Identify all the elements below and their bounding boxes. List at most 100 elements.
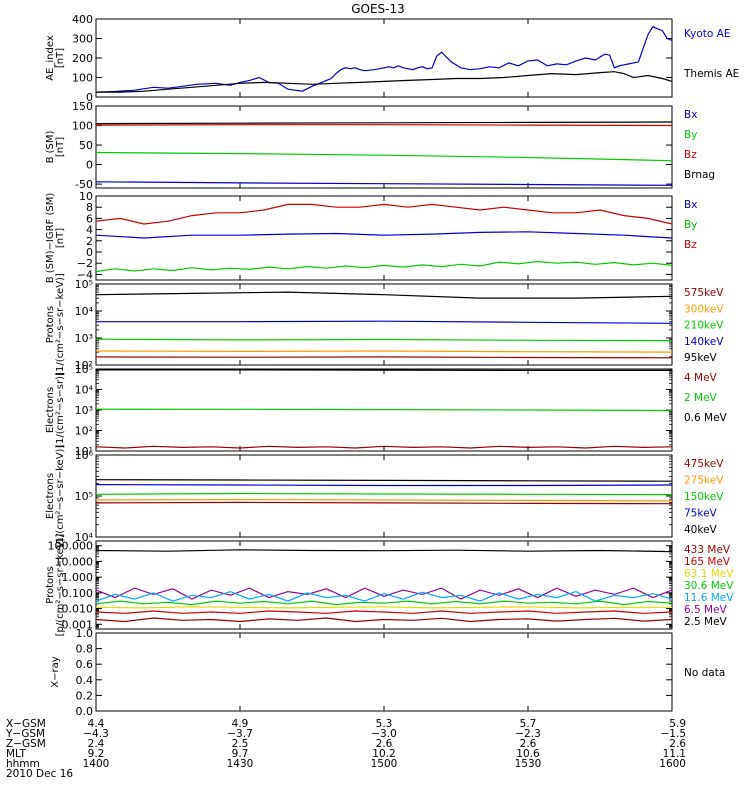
legend-entry: 11.6 MeV [684, 592, 734, 604]
series-line-275kev [95, 498, 673, 502]
series-line-210kev [95, 338, 673, 342]
legend-entry: By [684, 219, 697, 231]
y-axis-label: [1/(cm²−s−sr−keV)] [55, 445, 66, 548]
y-tick-label: 10³ [75, 404, 93, 417]
x-row-value: 1530 [515, 758, 542, 770]
x-row-value: 5.7 [520, 718, 537, 730]
series-line-bz [95, 124, 673, 127]
x-row-value: −1.5 [661, 728, 687, 740]
y-axis-label: Electrons [45, 387, 56, 433]
series-line-4-mev [95, 445, 673, 449]
panel-4: 10² 10³ 10⁴ 10⁵ Protons [1/(cm²−s−sr−keV)] 575… [45, 273, 724, 376]
y-tick-label: 0.0 [76, 705, 94, 718]
x-axis-table: X−GSM 4.4 4.9 5.3 5.7 5.9 Y−GSM −4.3 −3.7 −3.0 −2.… [5, 718, 686, 780]
y-tick-label: 0.4 [76, 674, 94, 687]
y-tick-label: 10² [75, 359, 93, 372]
x-row-value: 1430 [227, 758, 254, 770]
y-axis-label: Protons [45, 306, 56, 343]
y-tick-label: -50 [75, 178, 93, 191]
x-row-label: Y−GSM [5, 728, 45, 740]
y-axis-label: [p/(cm²−s−sr−keV)] [55, 534, 66, 637]
y-tick-label: 10⁵ [75, 490, 93, 503]
y-tick-label: 0 [86, 159, 93, 172]
y-tick-label: 10² [75, 425, 93, 438]
y-axis-label: [1/(cm²−s−sr)] [55, 372, 66, 448]
x-row-value: 4.4 [88, 718, 105, 730]
legend-entry: 75keV [684, 508, 718, 520]
series-line-433-mev [95, 617, 673, 623]
legend-entry: 165 MeV [684, 556, 731, 568]
legend-entry: Bx [684, 109, 697, 121]
legend-entry: 95keV [684, 352, 718, 364]
y-axis-label: [nT] [55, 228, 66, 248]
x-row-value: 11.1 [663, 748, 686, 760]
y-tick-label: 0 [86, 91, 93, 104]
y-tick-label: 4 [86, 224, 93, 237]
series-line-30-6-mev [95, 600, 673, 606]
legend-entry: 140keV [684, 336, 724, 348]
x-row-value: 10.6 [516, 748, 540, 760]
panel-7: 0.001 0.010 0.100 1.000 10.000 100.000 Protons… [45, 534, 734, 637]
x-row-value: 5.9 [669, 718, 686, 730]
y-tick-label: 10⁶ [75, 449, 94, 462]
x-row-value: 2.6 [520, 738, 537, 750]
series-line-by [95, 260, 673, 273]
legend-entry: 2 MeV [684, 392, 718, 404]
legend-entry: By [684, 129, 697, 141]
legend-entry: 300keV [684, 303, 724, 315]
y-tick-label: 10⁴ [75, 305, 94, 318]
series-line-11-6-mev [95, 590, 673, 602]
panel-2: -50 0 50 100 150 B (SM) [nT] Bx By Bz Brnag [45, 100, 715, 191]
y-tick-label: 10¹ [75, 445, 93, 458]
y-tick-label: 10⁴ [75, 531, 94, 544]
y-tick-label: 2 [86, 235, 93, 248]
legend-entry: 40keV [684, 524, 718, 536]
legend-entry: Themis AE [683, 68, 739, 80]
series-line-2-5-mev [95, 549, 673, 553]
y-axis-label: [nT] [55, 137, 66, 157]
series-line-0-6-mev [96, 369, 672, 371]
x-row-value: −3.0 [371, 728, 397, 740]
series-line-themis-ae [96, 71, 673, 93]
series-line-bx [95, 231, 673, 239]
legend-entry: 30.6 MeV [684, 580, 734, 592]
series-line-575kev [95, 356, 673, 359]
panel-frame [95, 195, 673, 281]
y-tick-label: 150 [72, 100, 93, 113]
y-axis-label: AE_index [45, 35, 56, 81]
y-tick-label: 10⁵ [75, 363, 93, 376]
y-axis-label: Electrons [45, 473, 56, 519]
panel-frame [95, 540, 673, 630]
x-row-value: 1500 [371, 758, 398, 770]
legend-entry: 2.5 MeV [684, 616, 728, 628]
legend-entry: 150keV [684, 491, 724, 503]
y-tick-label: 10⁵ [75, 278, 93, 291]
panel-5: 10¹ 10² 10³ 10⁴ 10⁵ Electrons [1/(cm²−s−sr)] 4 … [45, 363, 728, 458]
series-line-300kev [95, 350, 673, 353]
y-tick-label: 10³ [75, 332, 93, 345]
y-tick-label: 0 [86, 246, 93, 259]
panel-frame [95, 454, 673, 538]
panel-8: 0.0 0.2 0.4 0.6 0.8 1.0 X−ray No data [50, 627, 725, 718]
series-line-40kev [95, 479, 673, 482]
panel-6: 10⁴ 10⁵ 10⁶ Electrons [1/(cm²−s−sr−keV)] 475k… [45, 445, 724, 548]
series-line-2-mev [95, 408, 673, 412]
x-row-label: Z−GSM [6, 738, 46, 750]
y-tick-label: 1.0 [76, 627, 94, 640]
y-tick-label: 300 [72, 33, 93, 46]
x-row-value: 9.2 [88, 748, 105, 760]
x-row-value: 2.4 [88, 738, 105, 750]
series-line-150kev [95, 492, 673, 496]
x-row-value: 5.3 [376, 718, 393, 730]
series-line-bz [95, 203, 673, 225]
legend-entry: 433 MeV [684, 544, 731, 556]
legend-entry: Bz [684, 149, 697, 161]
legend-entry: Brnag [684, 169, 715, 181]
date-label: 2010 Dec 16 [6, 768, 73, 780]
series-line-6-5-mev [95, 587, 673, 600]
x-row-value: −3.7 [227, 728, 253, 740]
series-line-95kev [95, 291, 673, 299]
y-tick-label: 0.2 [76, 689, 94, 702]
